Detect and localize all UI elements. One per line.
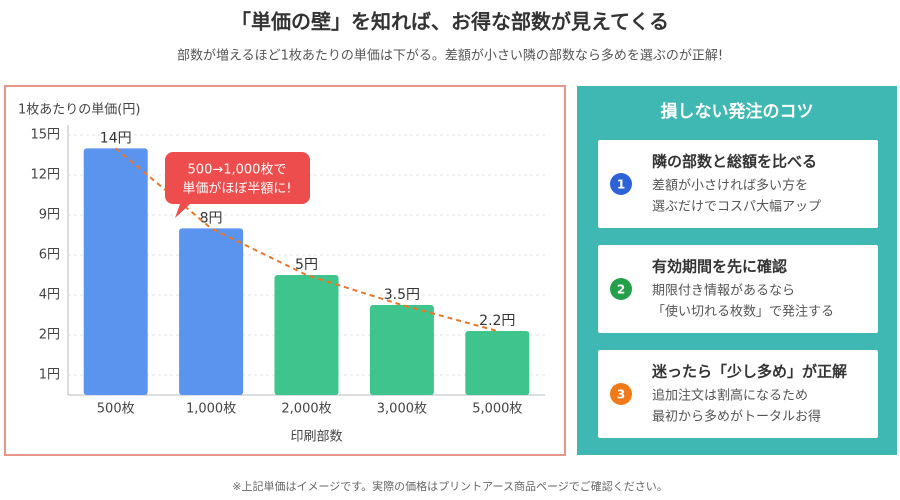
value-label: 14円: [100, 130, 132, 146]
value-label: 3.5円: [384, 287, 420, 303]
y-tick-label: 9円: [39, 208, 60, 223]
tip-line: 選ぶだけでコスパ大幅アップ: [652, 200, 821, 215]
tip-card: [598, 245, 878, 333]
tip-number: 3: [617, 388, 625, 402]
tip-card: [598, 140, 878, 228]
x-tick-label: 5,000枚: [472, 402, 522, 417]
tip-heading: 有効期間を先に確認: [652, 258, 787, 276]
tip-line: 期限付き情報があるなら: [652, 284, 795, 299]
x-tick-label: 2,000枚: [281, 402, 331, 417]
value-label: 8円: [200, 210, 223, 226]
footnote: ※上記単価はイメージです。実際の価格はプリントアース商品ページでご確認ください。: [232, 479, 667, 493]
tip-line: 「使い切れる枚数」で発注する: [652, 304, 834, 320]
tip-heading: 迷ったら「少し多め」が正解: [651, 363, 847, 381]
y-axis-title: 1枚あたりの単価(円): [18, 102, 140, 118]
y-tick-label: 2円: [39, 328, 60, 343]
tip-badge: [610, 383, 632, 405]
x-tick-label: 3,000枚: [377, 402, 427, 417]
value-label: 5円: [295, 257, 318, 273]
annotation-text: 500→1,000枚で: [188, 163, 287, 178]
tip-line: 差額が小さければ多い方を: [652, 178, 808, 194]
tip-card: [598, 350, 878, 438]
x-tick-label: 1,000枚: [186, 402, 236, 417]
annotation-text: 単価がほぼ半額に!: [182, 181, 291, 197]
tip-line: 追加注文は割高になるため: [652, 388, 808, 404]
tip-number: 2: [617, 283, 625, 297]
y-tick-label: 15円: [30, 128, 60, 143]
y-tick-label: 1円: [39, 368, 60, 383]
tip-badge: [610, 278, 632, 300]
bar: [465, 331, 530, 395]
bar: [274, 275, 339, 395]
tips-title: 損しない発注のコツ: [661, 101, 814, 122]
page-title: 「単価の壁」を知れば、お得な部数が見えてくる: [231, 10, 669, 34]
page-subtitle: 部数が増えるほど1枚あたりの単価は下がる。差額が小さい隣の部数なら多めを選ぶのが…: [177, 48, 723, 64]
value-label: 2.2円: [479, 313, 515, 329]
tip-heading: 隣の部数と総額を比べる: [652, 153, 817, 171]
x-axis-title: 印刷部数: [290, 430, 342, 445]
y-tick-label: 6円: [39, 248, 60, 263]
annotation-box: [165, 152, 310, 218]
tip-badge: [610, 173, 632, 195]
y-tick-label: 12円: [30, 168, 60, 183]
bar: [179, 228, 244, 395]
bar: [83, 148, 148, 395]
y-tick-label: 4円: [39, 288, 60, 303]
x-tick-label: 500枚: [97, 402, 135, 417]
tip-number: 1: [617, 178, 625, 192]
tip-line: 最初から多めがトータルお得: [652, 409, 821, 425]
bar: [369, 305, 434, 395]
